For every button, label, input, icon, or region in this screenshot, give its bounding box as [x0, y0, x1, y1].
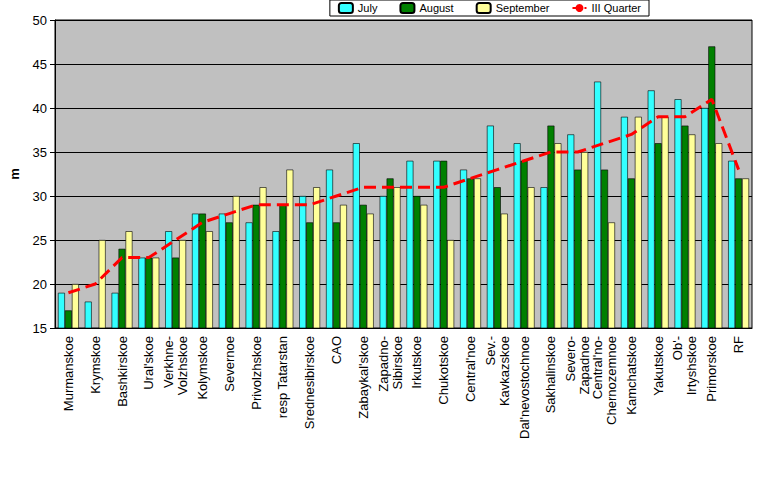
svg-text:RF: RF: [731, 336, 746, 353]
svg-text:20: 20: [33, 277, 47, 292]
svg-text:Bashkirskoe: Bashkirskoe: [115, 336, 130, 407]
svg-text:m: m: [7, 168, 22, 180]
svg-text:Zapadnoe: Zapadnoe: [577, 336, 593, 395]
svg-text:Chukotskoe: Chukotskoe: [436, 336, 451, 405]
svg-text:Kolymskoe: Kolymskoe: [195, 336, 210, 400]
svg-text:35: 35: [33, 145, 47, 160]
svg-text:Central'noe: Central'noe: [463, 336, 478, 402]
svg-text:August: August: [419, 2, 453, 14]
svg-text:Zapadno-: Zapadno-: [376, 336, 391, 392]
svg-text:Kamchatskoe: Kamchatskoe: [624, 336, 639, 415]
svg-text:Chernozemnoe: Chernozemnoe: [604, 336, 619, 425]
svg-text:Krymskoe: Krymskoe: [88, 336, 103, 394]
svg-text:Zabaykal'skoe: Zabaykal'skoe: [356, 336, 371, 419]
svg-text:Irtyshskoe: Irtyshskoe: [684, 336, 699, 395]
svg-text:30: 30: [33, 189, 47, 204]
svg-text:Verkhne-: Verkhne-: [161, 336, 176, 388]
svg-text:Volzhskoe: Volzhskoe: [175, 336, 190, 395]
svg-text:Sakhalinskoe: Sakhalinskoe: [543, 336, 558, 413]
svg-text:Privolzhskoe: Privolzhskoe: [249, 336, 264, 410]
svg-text:50: 50: [33, 13, 47, 28]
svg-text:Ural'skoe: Ural'skoe: [141, 336, 156, 390]
svg-text:Dal'nevostochnoe: Dal'nevostochnoe: [517, 336, 532, 439]
svg-text:Severo-: Severo-: [563, 336, 578, 382]
svg-text:Ob'-: Ob'-: [670, 336, 685, 360]
svg-text:resp Tatarstan: resp Tatarstan: [275, 336, 290, 418]
svg-text:Severnoe: Severnoe: [222, 336, 237, 392]
svg-text:Yakutskoe: Yakutskoe: [651, 336, 666, 396]
svg-text:July: July: [358, 2, 378, 14]
svg-text:CAO: CAO: [329, 336, 344, 364]
svg-text:25: 25: [33, 233, 47, 248]
svg-text:Irkutskoe: Irkutskoe: [409, 336, 424, 389]
svg-text:Primorskoe: Primorskoe: [704, 336, 719, 402]
svg-text:Srednesibirskoe: Srednesibirskoe: [302, 336, 317, 429]
svg-text:Sev.-: Sev.-: [483, 336, 498, 365]
svg-text:Sibirskoe: Sibirskoe: [390, 336, 405, 389]
svg-text:45: 45: [33, 57, 47, 72]
svg-text:Central'no-: Central'no-: [590, 336, 605, 399]
svg-text:III Quarter: III Quarter: [591, 2, 641, 14]
svg-text:40: 40: [33, 101, 47, 116]
svg-text:Murmanskoe: Murmanskoe: [61, 336, 76, 411]
svg-text:Kavkazskoe: Kavkazskoe: [497, 336, 512, 406]
svg-text:September: September: [496, 2, 550, 14]
svg-text:15: 15: [33, 321, 47, 336]
